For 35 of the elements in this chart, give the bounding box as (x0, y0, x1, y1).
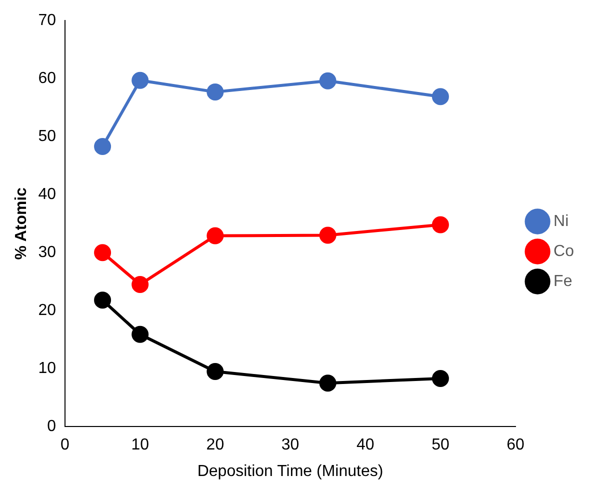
point (132, 276, 149, 293)
point (206, 227, 224, 244)
y-tick-label: 0 (47, 418, 56, 436)
point (432, 370, 449, 387)
legend-label: Fe (554, 272, 572, 290)
y-tick-label: 20 (38, 302, 56, 320)
point (432, 88, 449, 106)
x-axis-title: Deposition Time (Minutes) (197, 462, 384, 480)
y-tick-label: 50 (38, 128, 56, 146)
point (94, 138, 112, 155)
x-tick-label: 30 (281, 436, 300, 454)
point (94, 244, 112, 262)
legend-label: Co (554, 242, 574, 260)
point (94, 292, 112, 309)
point (206, 363, 224, 380)
y-axis-title: % Atomic (13, 187, 30, 260)
x-tick-label: 40 (356, 436, 374, 454)
point (132, 72, 149, 89)
y-tick-label: 30 (38, 244, 56, 262)
y-tick-label: 40 (38, 186, 56, 204)
point (319, 72, 336, 90)
x-tick-label: 20 (206, 436, 224, 454)
x-tick-label: 60 (506, 436, 525, 454)
point (206, 83, 224, 100)
x-tick-label: 0 (60, 436, 70, 454)
point (132, 326, 149, 343)
x-tick-label: 50 (432, 436, 450, 454)
y-tick-label: 70 (38, 12, 56, 30)
y-tick-label: 10 (38, 360, 56, 378)
point (319, 226, 336, 244)
legend-label: Ni (554, 212, 569, 230)
y-tick-label: 60 (38, 70, 56, 88)
point (319, 374, 336, 392)
x-tick-label: 10 (131, 436, 150, 454)
point (432, 216, 449, 234)
